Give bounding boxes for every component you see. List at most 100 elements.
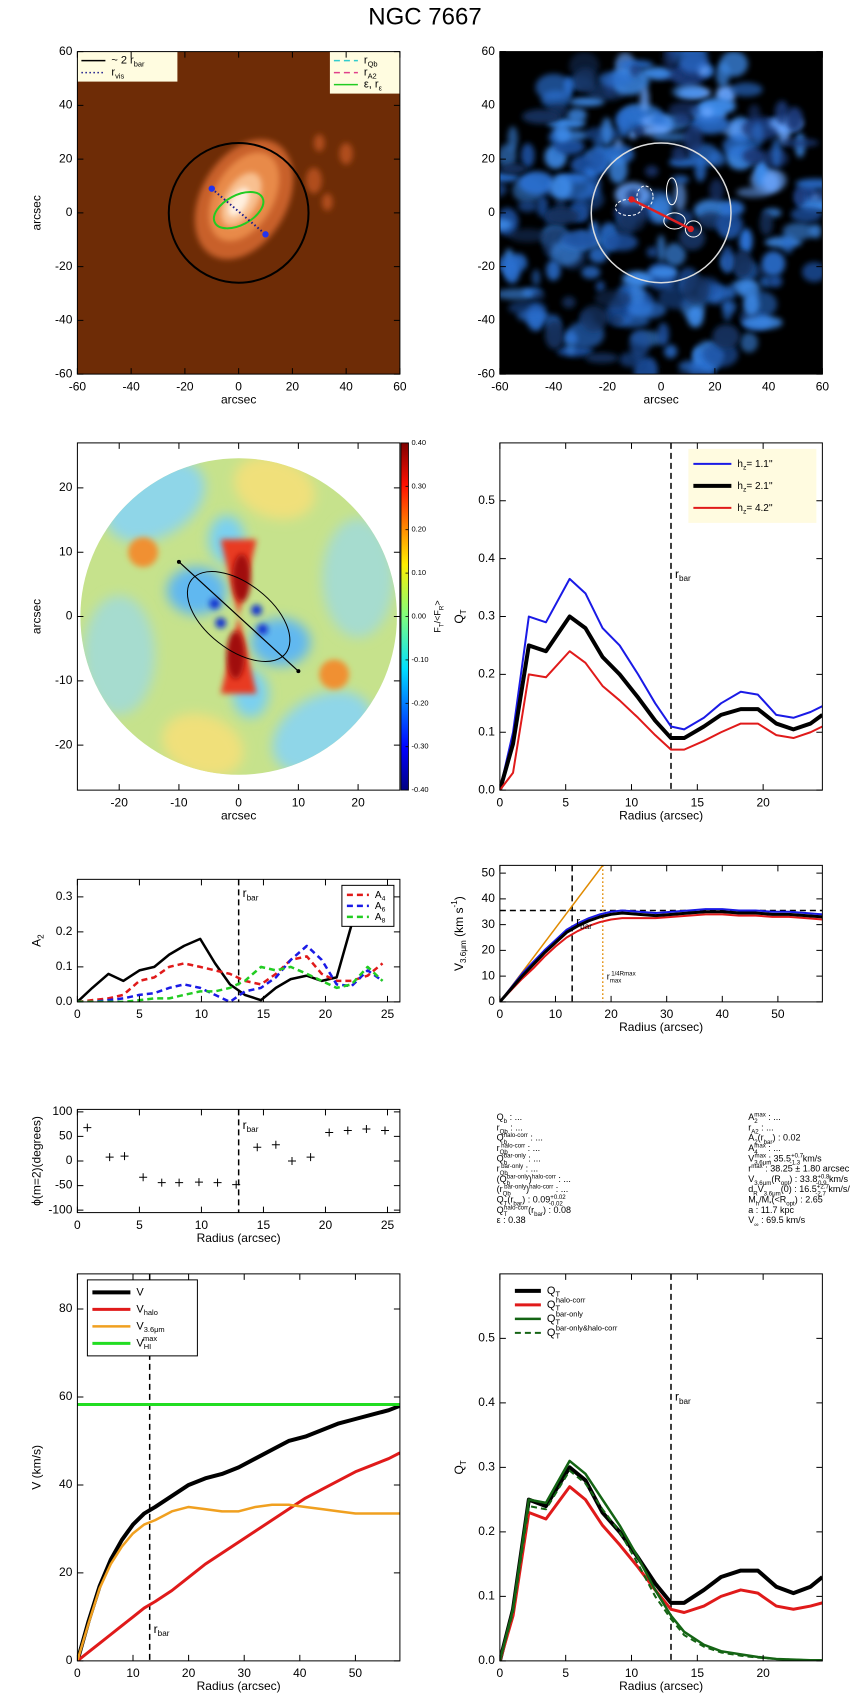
y-tick-label: -100 <box>48 1202 72 1216</box>
parameter-line: A2(rbar) : 0.02 <box>748 1133 800 1145</box>
plot-area <box>499 1273 823 1661</box>
x-tick-label: 0 <box>497 795 504 809</box>
text-part: Q <box>452 614 466 623</box>
text-part: r <box>154 1622 158 1636</box>
x-tick-label: 20 <box>286 379 300 393</box>
emission <box>748 104 761 124</box>
text-part: /<F <box>433 610 443 624</box>
emission <box>508 228 547 243</box>
text-part: halo-corr <box>504 1132 528 1139</box>
force-core <box>226 631 245 679</box>
bar-end <box>208 185 215 192</box>
y-tick-label: 80 <box>59 1301 73 1315</box>
contour <box>684 220 702 238</box>
galaxy-knot <box>339 142 353 165</box>
text-part: r <box>243 886 247 900</box>
contour <box>636 185 654 208</box>
reference-label: rmax1/4Rmax <box>607 970 636 984</box>
parameter-line: Mh/M*(<Ropt) : 2.65 <box>748 1195 823 1207</box>
text-part: a : 11.7 kpc <box>748 1205 794 1215</box>
text-part: bar <box>134 59 145 68</box>
emission <box>594 290 631 308</box>
text-part: bar <box>580 922 592 931</box>
text-part: h <box>737 481 743 492</box>
emission <box>656 234 666 263</box>
emission <box>614 137 623 150</box>
point <box>194 1178 203 1187</box>
text-part: bar <box>158 1629 170 1638</box>
text-part: (<R <box>771 1195 786 1205</box>
plot-area <box>83 1109 390 1213</box>
emission <box>549 175 573 200</box>
parameter-line: A4max : ... <box>748 1142 781 1156</box>
y-tick-label: 20 <box>59 1565 73 1579</box>
emission <box>774 100 789 125</box>
emission <box>626 300 667 319</box>
text-part: = 2.1'' <box>746 481 772 492</box>
text-part: 4 <box>754 1149 758 1156</box>
axes-frame <box>76 1273 401 1662</box>
emission <box>722 300 733 322</box>
y-tick-label: 0 <box>488 205 495 219</box>
y-tick-label: 0.4 <box>478 551 495 565</box>
reference-label: rbar <box>154 1622 170 1638</box>
y-tick-label: 60 <box>482 44 496 58</box>
emission <box>780 138 819 147</box>
emission <box>641 67 672 80</box>
text-part: Qb <box>500 1128 509 1135</box>
y-axis-label: V3.6μm (km s-1) <box>450 896 468 971</box>
text-part: +0.02 <box>550 1194 566 1201</box>
bar-axis <box>178 561 299 672</box>
text-part: Q <box>547 1313 556 1325</box>
bar-circle <box>167 141 310 284</box>
text-part: : 35.5 <box>766 1154 791 1164</box>
colorbar-tick-label: 0.00 <box>412 611 427 620</box>
y-tick-label: 0.5 <box>478 1331 495 1345</box>
text-part: r <box>111 67 115 79</box>
text-part: km/s <box>826 1174 848 1184</box>
series-line <box>77 920 383 1002</box>
y-tick-label: 60 <box>59 1389 73 1403</box>
text-part: 3.6μm <box>754 1159 771 1166</box>
parameter-line: rQb : ... <box>497 1123 523 1135</box>
emission <box>608 155 628 184</box>
emission <box>499 288 536 300</box>
emission <box>645 165 659 177</box>
legend-box <box>77 51 178 82</box>
text-part: -0.02 <box>549 1200 564 1207</box>
y-tick-label: -20 <box>55 737 73 751</box>
x-axis-label: Radius (arcsec) <box>619 808 703 822</box>
text-part: bar <box>679 1397 691 1406</box>
y-tick-label: 40 <box>482 98 496 112</box>
point <box>253 1143 262 1152</box>
galaxy-peak <box>227 187 250 217</box>
text-part: ) : 0.02 <box>772 1133 800 1143</box>
text-part: V <box>452 963 466 971</box>
point <box>306 1153 315 1162</box>
y-tick-label: 0.1 <box>478 724 495 738</box>
x-tick-label: 0 <box>497 1666 504 1680</box>
emission <box>611 315 624 326</box>
text-part: V <box>136 1337 144 1349</box>
x-tick-label: 20 <box>708 379 722 393</box>
text-part: V <box>136 1303 144 1315</box>
text-part: halo-corr <box>504 1204 528 1211</box>
x-tick-label: -40 <box>545 379 563 393</box>
text-part: halo-corr <box>556 1295 586 1304</box>
text-part: T <box>555 1304 560 1313</box>
emission <box>742 315 783 330</box>
emission <box>759 210 774 236</box>
x-tick-label: 10 <box>625 795 639 809</box>
emission <box>790 206 822 223</box>
x-tick-label: 0 <box>235 795 242 809</box>
text-part: Qb <box>368 59 378 68</box>
text-part: Q <box>497 1112 504 1122</box>
y-tick-label: 0.3 <box>478 609 495 623</box>
emission <box>672 210 694 226</box>
emission <box>732 250 753 277</box>
emission <box>639 86 650 112</box>
text-part: b <box>504 1159 508 1166</box>
text-part: 8 <box>382 917 386 924</box>
colorbar-tick-label: -0.40 <box>412 785 429 794</box>
